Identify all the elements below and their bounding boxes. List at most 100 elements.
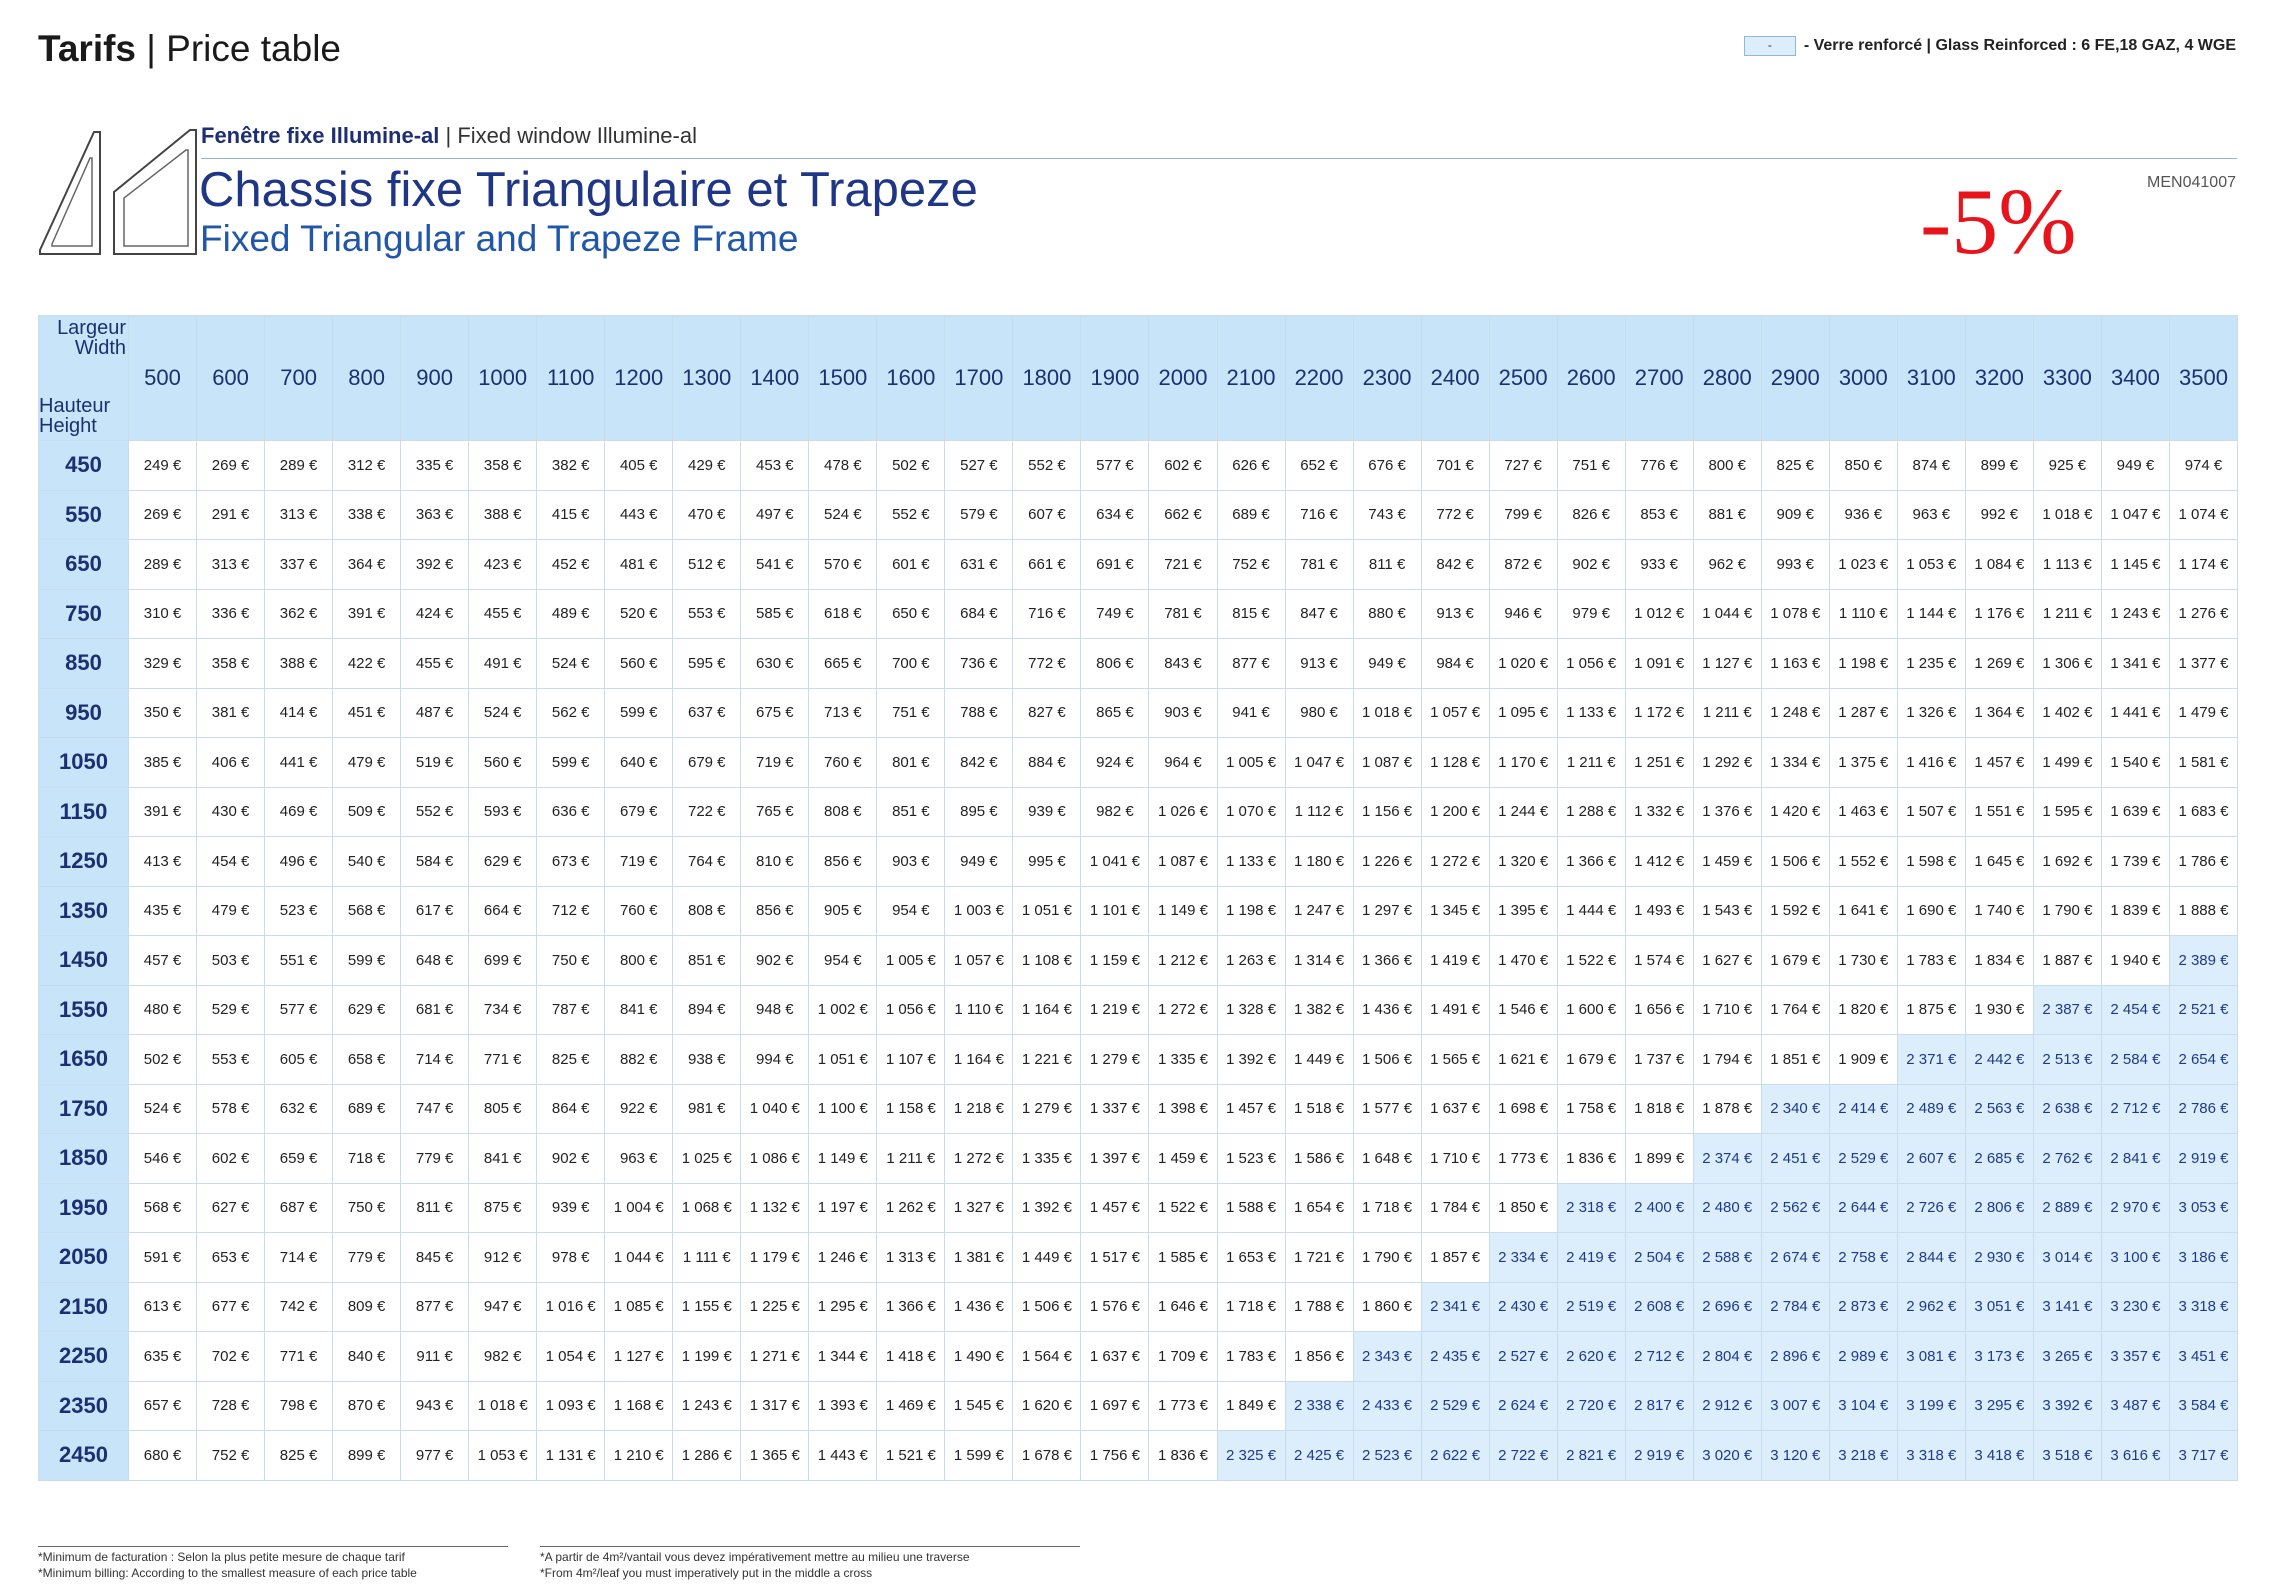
price-cell: 1 479 €: [2168, 687, 2239, 738]
price-cell: 905 €: [808, 885, 878, 936]
price-cell: 291 €: [196, 489, 266, 540]
price-cell: 1 047 €: [2100, 489, 2170, 540]
width-header-cell: 3300: [2032, 315, 2102, 441]
price-cell: 1 420 €: [1760, 786, 1830, 837]
price-cell: 1 444 €: [1556, 885, 1626, 936]
price-cell: 1 271 €: [740, 1331, 810, 1382]
price-cell: 388 €: [468, 489, 538, 540]
price-cell: 1 599 €: [944, 1430, 1014, 1481]
price-cell: 882 €: [604, 1034, 674, 1085]
price-cell: 364 €: [332, 539, 402, 590]
height-header-cell: 1350: [38, 885, 129, 936]
price-cell: 808 €: [808, 786, 878, 837]
width-header-cell: 1300: [672, 315, 742, 441]
width-header-cell: 3400: [2100, 315, 2170, 441]
price-cell: 2 638 €: [2032, 1083, 2102, 1134]
price-cell: 1 132 €: [740, 1182, 810, 1233]
price-cell: 877 €: [400, 1281, 470, 1332]
height-header-cell: 1250: [38, 836, 129, 887]
height-header-cell: 950: [38, 687, 129, 738]
price-cell: 1 718 €: [1216, 1281, 1286, 1332]
price-cell: 335 €: [400, 440, 470, 491]
price-cell: 630 €: [740, 638, 810, 689]
price-cell: 657 €: [127, 1380, 198, 1431]
price-cell: 679 €: [604, 786, 674, 837]
price-cell: 3 186 €: [2168, 1232, 2239, 1283]
width-header-cell: 1500: [808, 315, 878, 441]
price-cell: 1 849 €: [1216, 1380, 1286, 1431]
price-cell: 3 518 €: [2032, 1430, 2102, 1481]
price-cell: 3 020 €: [1692, 1430, 1762, 1481]
price-cell: 1 412 €: [1624, 836, 1694, 887]
price-cell: 560 €: [604, 638, 674, 689]
height-header-cell: 2250: [38, 1331, 129, 1382]
width-header-cell: 2600: [1556, 315, 1626, 441]
price-cell: 640 €: [604, 737, 674, 788]
price-cell: 3 318 €: [2168, 1281, 2239, 1332]
price-cell: 719 €: [604, 836, 674, 887]
price-cell: 2 620 €: [1556, 1331, 1626, 1382]
price-cell: 721 €: [1148, 539, 1218, 590]
price-cell: 1 522 €: [1148, 1182, 1218, 1233]
price-cell: 714 €: [264, 1232, 334, 1283]
width-header-cell: 2400: [1420, 315, 1490, 441]
price-cell: 524 €: [127, 1083, 198, 1134]
price-cell: 679 €: [672, 737, 742, 788]
price-cell: 1 313 €: [876, 1232, 946, 1283]
price-cell: 689 €: [1216, 489, 1286, 540]
price-cell: 798 €: [264, 1380, 334, 1431]
page-title-rest: | Price table: [136, 28, 341, 69]
price-cell: 422 €: [332, 638, 402, 689]
price-cell: 1 449 €: [1284, 1034, 1354, 1085]
price-cell: 1 851 €: [1760, 1034, 1830, 1085]
price-cell: 2 919 €: [2168, 1133, 2239, 1184]
price-cell: 843 €: [1148, 638, 1218, 689]
price-cell: 1 306 €: [2032, 638, 2102, 689]
price-cell: 424 €: [400, 588, 470, 639]
price-cell: 1 457 €: [1216, 1083, 1286, 1134]
price-cell: 2 685 €: [1964, 1133, 2034, 1184]
price-cell: 811 €: [1352, 539, 1422, 590]
price-cell: 553 €: [196, 1034, 266, 1085]
width-header-cell: 3500: [2168, 315, 2239, 441]
price-cell: 3 717 €: [2168, 1430, 2239, 1481]
width-header-cell: 3200: [1964, 315, 2034, 441]
price-cell: 1 025 €: [672, 1133, 742, 1184]
price-cell: 1 595 €: [2032, 786, 2102, 837]
width-header-cell: 1700: [944, 315, 1014, 441]
price-cell: 1 909 €: [1828, 1034, 1898, 1085]
price-cell: 992 €: [1964, 489, 2034, 540]
price-cell: 602 €: [196, 1133, 266, 1184]
price-cell: 1 335 €: [1148, 1034, 1218, 1085]
price-cell: 1 517 €: [1080, 1232, 1150, 1283]
price-cell: 1 577 €: [1352, 1083, 1422, 1134]
price-cell: 661 €: [1012, 539, 1082, 590]
width-header-cell: 1000: [468, 315, 538, 441]
price-cell: 1 212 €: [1148, 935, 1218, 986]
price-cell: 391 €: [127, 786, 198, 837]
price-cell: 2 607 €: [1896, 1133, 1966, 1184]
price-cell: 1 197 €: [808, 1182, 878, 1233]
price-cell: 1 818 €: [1624, 1083, 1694, 1134]
price-cell: 2 430 €: [1488, 1281, 1558, 1332]
price-cell: 1 170 €: [1488, 737, 1558, 788]
discount-badge: -5%: [1920, 170, 2077, 274]
price-cell: 899 €: [332, 1430, 402, 1481]
price-cell: 877 €: [1216, 638, 1286, 689]
price-cell: 1 297 €: [1352, 885, 1422, 936]
price-cell: 3 141 €: [2032, 1281, 2102, 1332]
price-cell: 742 €: [264, 1281, 334, 1332]
price-cell: 2 341 €: [1420, 1281, 1490, 1332]
price-cell: 1 002 €: [808, 984, 878, 1035]
price-cell: 1 003 €: [944, 885, 1014, 936]
price-cell: 2 400 €: [1624, 1182, 1694, 1233]
price-cell: 903 €: [1148, 687, 1218, 738]
price-cell: 1 627 €: [1692, 935, 1762, 986]
price-cell: 1 110 €: [1828, 588, 1898, 639]
price-cell: 2 786 €: [2168, 1083, 2239, 1134]
price-cell: 1 507 €: [1896, 786, 1966, 837]
price-cell: 585 €: [740, 588, 810, 639]
product-subtitle-en: | Fixed window Illumine-al: [439, 123, 697, 148]
price-cell: 1 334 €: [1760, 737, 1830, 788]
price-cell: 2 562 €: [1760, 1182, 1830, 1233]
